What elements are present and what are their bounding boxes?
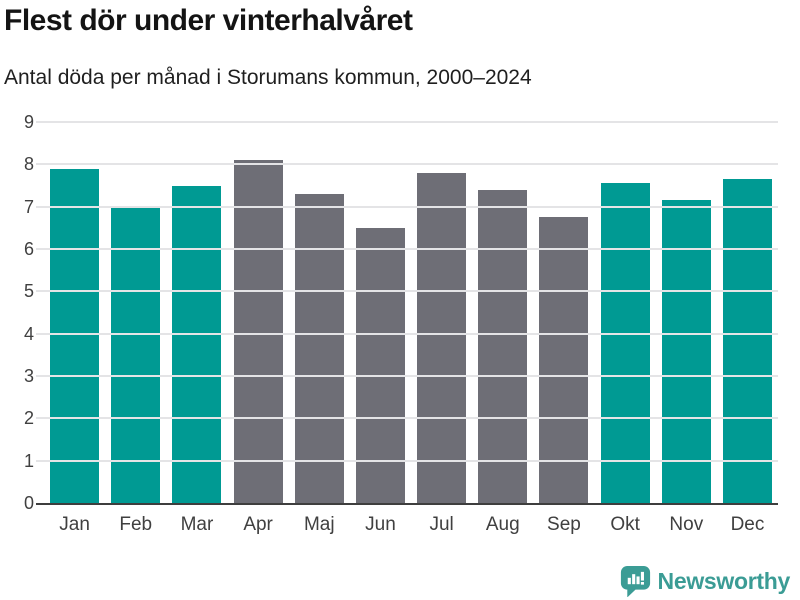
x-tick-label-mar: Mar <box>180 514 214 535</box>
bars-row <box>44 122 778 503</box>
bar-slot <box>105 122 166 503</box>
y-tick-label: 9 <box>23 112 34 132</box>
y-tick-label: 8 <box>23 154 34 175</box>
bar-feb <box>111 206 161 503</box>
newsworthy-speech-bubble-chart-icon <box>620 565 651 598</box>
newsworthy-logo[interactable]: Newsworthy <box>620 565 791 598</box>
gridline <box>36 205 778 208</box>
bar-sep <box>539 217 589 503</box>
gridline <box>36 163 778 166</box>
bar-dec <box>723 179 772 503</box>
gridline <box>36 375 778 378</box>
plot-area <box>36 121 778 505</box>
bar-apr <box>233 160 283 503</box>
bar-slot <box>533 122 594 503</box>
y-tick-label: 6 <box>23 239 34 259</box>
chart-title: Flest dör under vinterhalvåret <box>4 4 413 37</box>
bar-slot <box>350 122 411 503</box>
bar-maj <box>294 193 344 503</box>
x-tick-label-aug: Aug <box>485 514 520 535</box>
bar-slot <box>411 122 472 503</box>
gridline <box>36 417 778 420</box>
x-tick-label-jan: Jan <box>59 514 90 535</box>
y-tick-label: 0 <box>23 493 34 513</box>
gridline <box>36 290 778 293</box>
bar-slot <box>717 122 778 503</box>
bar-slot <box>472 122 533 503</box>
bar-slot <box>656 122 717 503</box>
y-axis-labels: 0 1 2 3 4 5 6 7 8 9 <box>0 113 36 512</box>
x-tick-label-maj: Maj <box>303 514 335 535</box>
x-tick-label-jun: Jun <box>365 514 396 535</box>
bar-jun <box>355 227 405 503</box>
gridline <box>36 248 778 251</box>
bar-okt <box>600 183 650 503</box>
x-tick-label-okt: Okt <box>610 514 640 535</box>
newsworthy-wordmark: Newsworthy <box>657 567 791 594</box>
bar-jan <box>50 168 100 503</box>
bar-nov <box>661 200 711 503</box>
chart-subtitle: Antal döda per månad i Storumans kommun,… <box>4 66 532 89</box>
gridline <box>36 121 778 123</box>
x-axis-labels: Jan Feb Mar Apr Maj Jun Jul Aug Sep Okt Nov Dec <box>44 514 778 536</box>
bar-slot <box>228 122 289 503</box>
bar-slot <box>44 122 105 503</box>
bar-mar <box>172 185 222 503</box>
bar-slot <box>289 122 350 503</box>
bar-jul <box>417 172 467 503</box>
x-tick-label-dec: Dec <box>730 514 765 535</box>
bar-aug <box>478 189 528 503</box>
y-tick-label: 4 <box>23 323 34 344</box>
x-tick-label-sep: Sep <box>547 514 581 535</box>
bar-slot <box>166 122 227 503</box>
gridline <box>36 332 778 335</box>
y-tick-label: 7 <box>23 196 34 217</box>
x-tick-label-apr: Apr <box>243 514 273 535</box>
x-tick-label-feb: Feb <box>119 514 153 535</box>
y-tick-label: 2 <box>23 408 34 429</box>
y-tick-label: 3 <box>23 366 34 386</box>
x-tick-label-jul: Jul <box>429 514 454 535</box>
gridline <box>36 459 778 462</box>
x-tick-label-nov: Nov <box>669 514 704 535</box>
x-axis-line <box>36 503 44 505</box>
y-tick-label: 5 <box>23 281 34 302</box>
y-tick-label: 1 <box>23 450 34 471</box>
bar-slot <box>595 122 656 503</box>
